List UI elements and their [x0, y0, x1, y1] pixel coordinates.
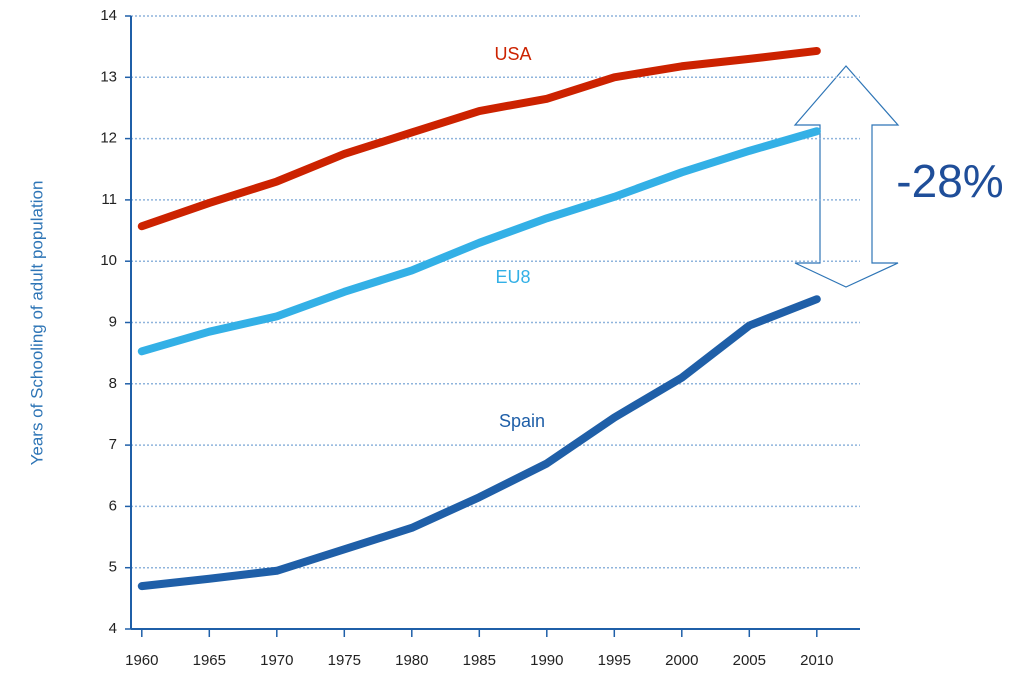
x-tick-label: 2010: [800, 652, 833, 669]
series-label: Spain: [499, 411, 545, 431]
series-line: [137, 46, 821, 231]
x-tick-label: 1975: [328, 652, 361, 669]
y-tick-label: 5: [109, 559, 117, 576]
x-tick-label: 1985: [463, 652, 496, 669]
series-label: USA: [494, 44, 531, 64]
y-axis-label: Years of Schooling of adult population: [27, 181, 46, 466]
y-tick-label: 9: [109, 313, 117, 330]
y-tick-label: 7: [109, 436, 117, 453]
series-line: [137, 295, 821, 591]
x-tick-label: 1960: [125, 652, 158, 669]
x-tick-label: 1965: [193, 652, 226, 669]
double-arrow: [793, 65, 900, 288]
y-tick-label: 13: [100, 68, 117, 85]
y-tick-label: 6: [109, 497, 117, 514]
x-tick-label: 1995: [598, 652, 631, 669]
x-tick-label: 1970: [260, 652, 293, 669]
x-tick-label: 1980: [395, 652, 428, 669]
y-tick-label: 12: [100, 130, 117, 147]
y-tick-label: 8: [109, 375, 117, 392]
x-tick-label: 2000: [665, 652, 698, 669]
y-tick-label: 11: [101, 191, 117, 208]
series-line: [137, 127, 821, 356]
x-tick-label: 1990: [530, 652, 563, 669]
annotation: -28%: [896, 155, 1003, 207]
series-label: EU8: [495, 267, 530, 287]
y-tick-label: 10: [100, 252, 117, 269]
x-tick-label: 2005: [733, 652, 766, 669]
y-tick-label: 4: [109, 620, 117, 637]
y-tick-label: 14: [100, 7, 117, 24]
